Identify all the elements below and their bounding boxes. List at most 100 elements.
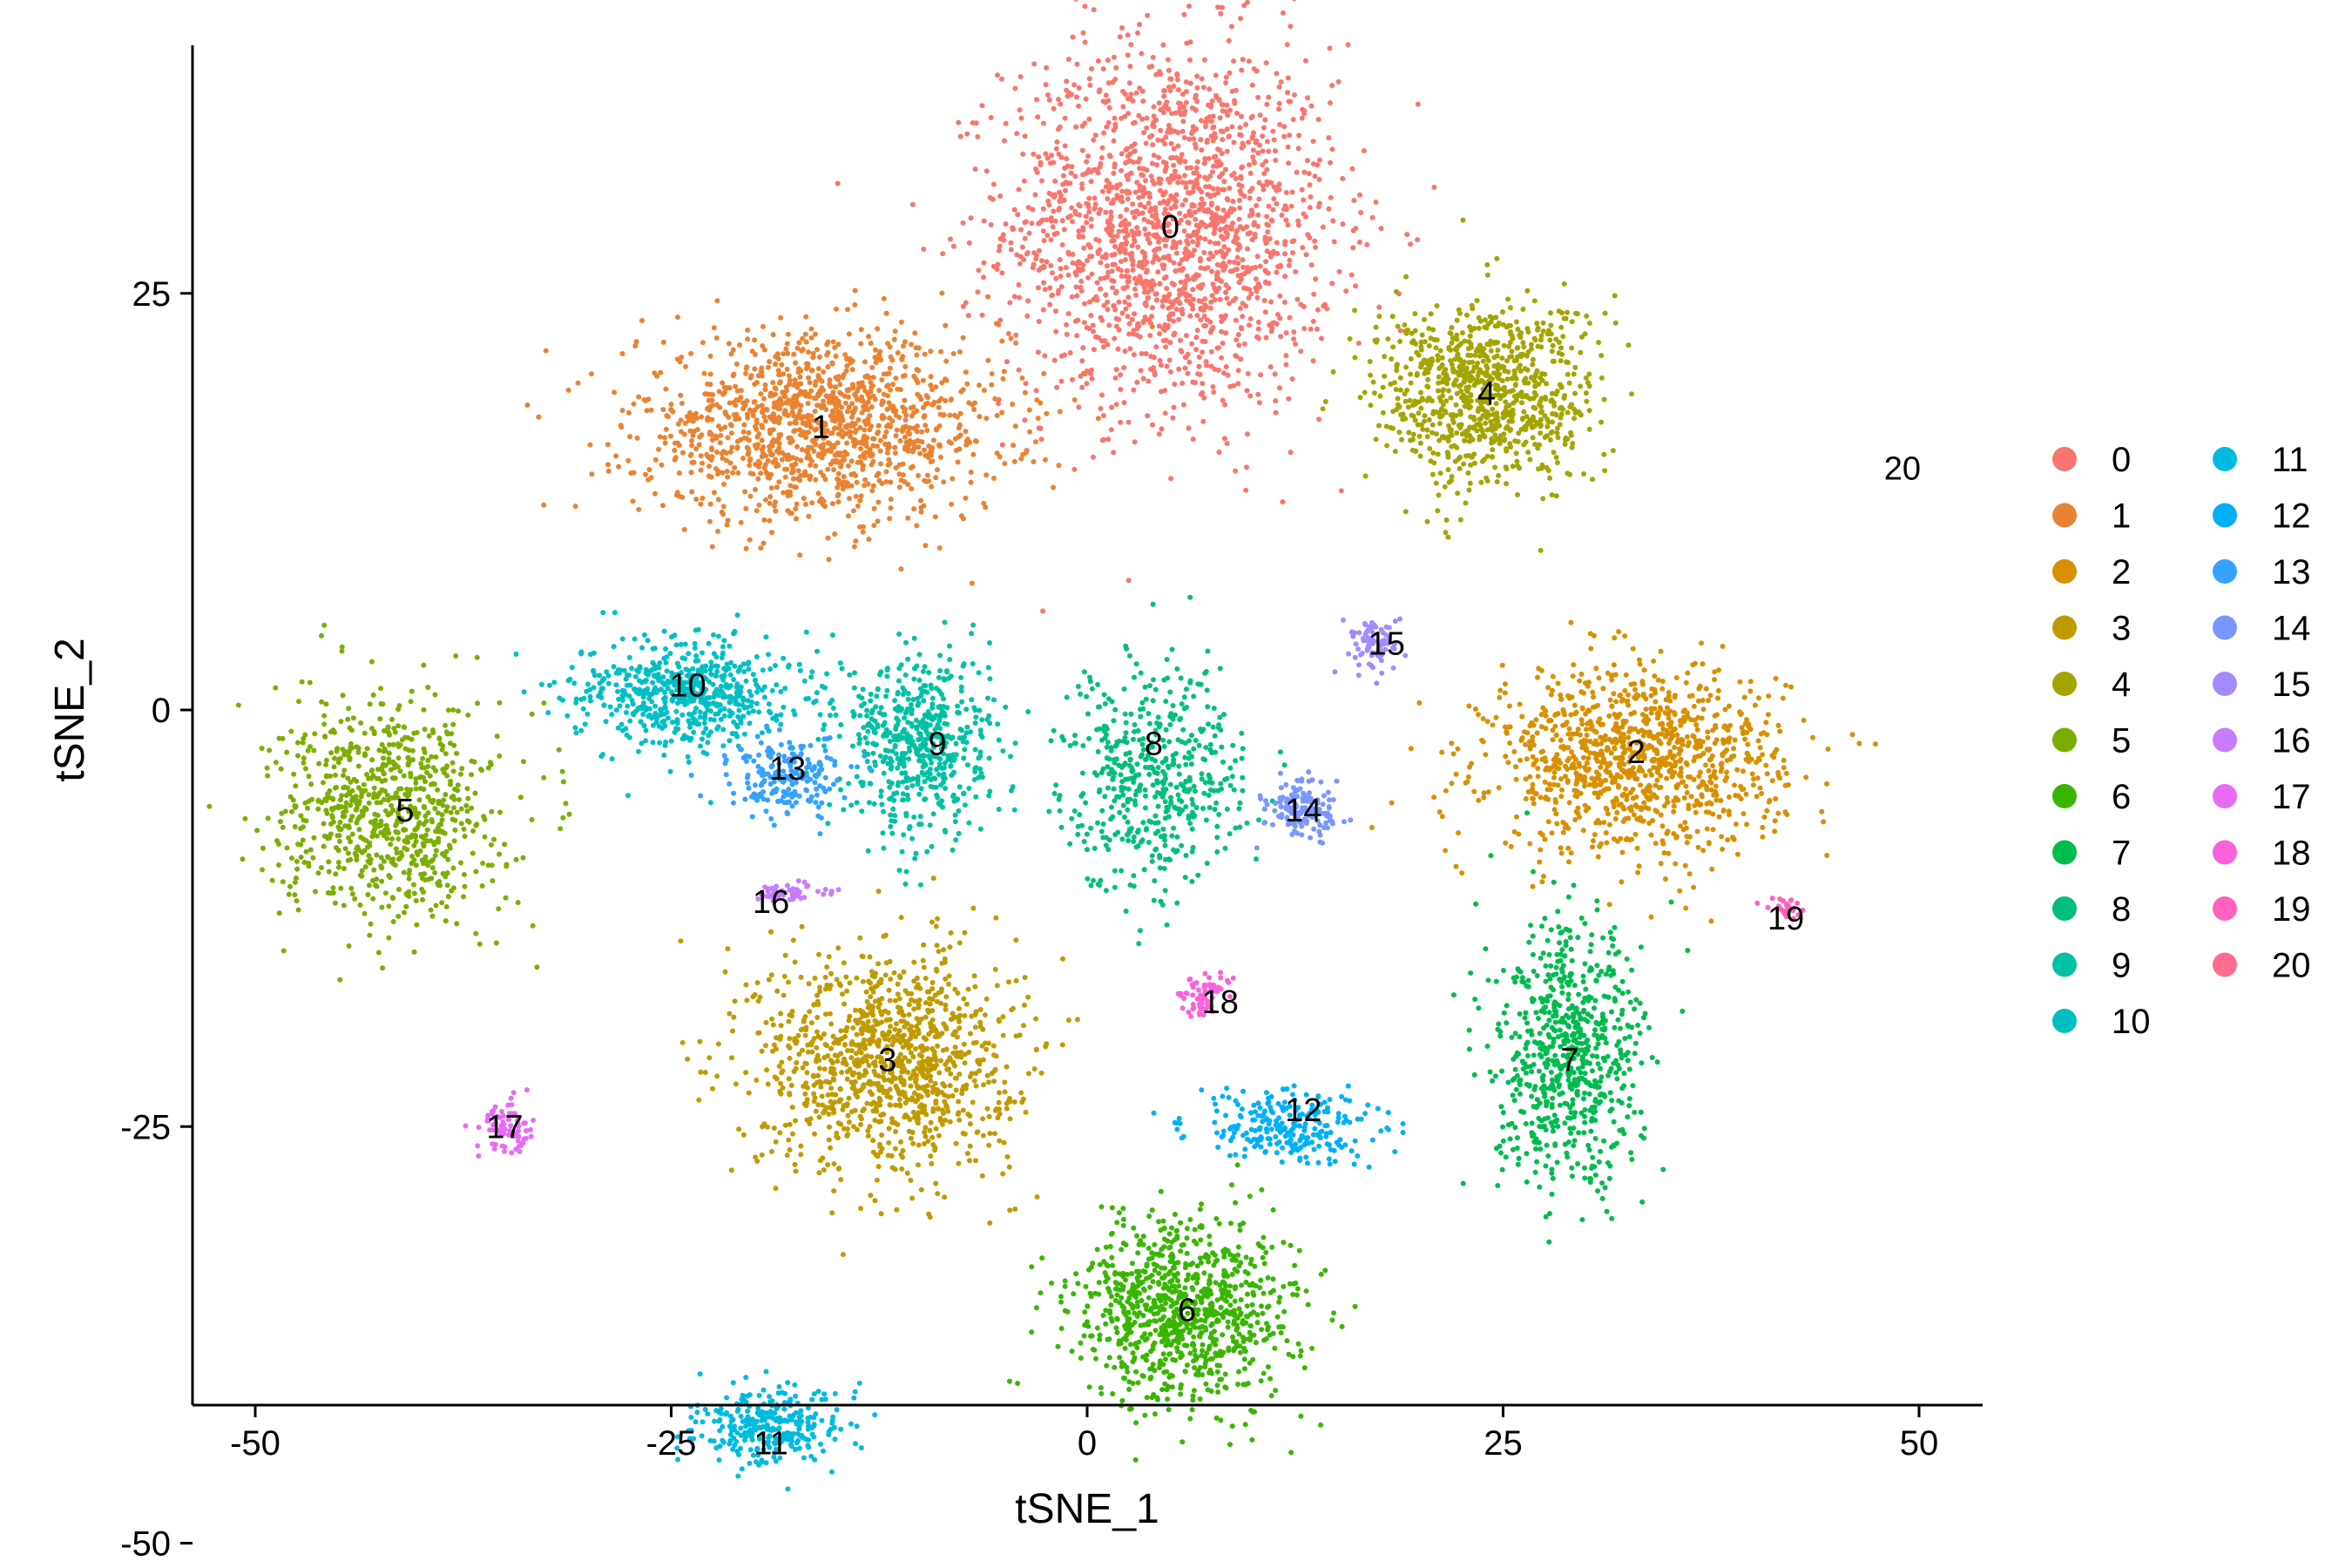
point bbox=[1121, 365, 1127, 371]
point bbox=[768, 929, 774, 935]
point bbox=[1672, 745, 1678, 750]
point bbox=[1167, 340, 1173, 346]
point bbox=[1105, 436, 1112, 443]
point bbox=[1821, 819, 1827, 825]
point bbox=[1176, 287, 1182, 294]
point bbox=[943, 1026, 950, 1032]
point bbox=[1706, 747, 1712, 754]
point bbox=[1031, 61, 1037, 67]
point bbox=[1295, 222, 1301, 228]
point bbox=[890, 405, 896, 411]
point bbox=[1636, 863, 1642, 869]
point bbox=[1076, 404, 1082, 410]
point bbox=[1114, 233, 1120, 239]
point bbox=[952, 986, 958, 992]
point bbox=[1071, 466, 1078, 472]
point bbox=[1285, 144, 1291, 150]
point bbox=[875, 443, 881, 449]
point bbox=[1157, 357, 1163, 363]
point bbox=[663, 426, 669, 432]
point bbox=[1726, 739, 1732, 745]
point bbox=[714, 1073, 720, 1079]
point bbox=[1054, 139, 1060, 145]
point bbox=[1538, 830, 1544, 836]
point bbox=[1125, 314, 1131, 320]
point bbox=[1168, 140, 1174, 146]
point bbox=[1606, 713, 1612, 719]
point bbox=[1124, 188, 1129, 194]
point bbox=[1533, 757, 1539, 763]
point bbox=[917, 450, 923, 456]
point bbox=[961, 1041, 967, 1047]
point bbox=[956, 446, 963, 452]
point bbox=[975, 289, 981, 295]
point bbox=[1070, 376, 1075, 382]
point bbox=[1565, 767, 1571, 772]
point bbox=[1355, 341, 1362, 346]
point bbox=[1051, 105, 1057, 112]
point bbox=[1378, 226, 1384, 232]
point bbox=[1193, 177, 1200, 183]
point bbox=[1245, 431, 1250, 437]
point bbox=[892, 1120, 898, 1125]
point bbox=[1194, 84, 1200, 91]
point bbox=[1108, 213, 1114, 220]
point bbox=[1169, 245, 1175, 251]
point bbox=[1210, 186, 1216, 192]
point bbox=[989, 371, 995, 376]
point bbox=[1168, 111, 1174, 117]
point bbox=[1084, 325, 1090, 331]
point bbox=[753, 1154, 759, 1160]
point bbox=[1239, 165, 1245, 171]
point bbox=[1006, 1164, 1012, 1170]
point bbox=[1247, 393, 1254, 399]
point bbox=[1015, 212, 1021, 218]
point bbox=[1198, 220, 1204, 226]
point bbox=[1705, 729, 1711, 735]
point bbox=[1746, 721, 1752, 727]
point bbox=[1612, 816, 1619, 821]
point bbox=[919, 1053, 925, 1059]
point bbox=[1357, 192, 1362, 198]
point bbox=[1742, 736, 1748, 742]
point bbox=[994, 983, 1000, 989]
point bbox=[1095, 248, 1101, 254]
point bbox=[1147, 333, 1153, 339]
point bbox=[756, 502, 762, 508]
point bbox=[1607, 697, 1613, 703]
point bbox=[1203, 119, 1208, 125]
point bbox=[1106, 152, 1112, 159]
point bbox=[1191, 170, 1197, 176]
point bbox=[1099, 188, 1105, 194]
point bbox=[1221, 370, 1227, 376]
point bbox=[1507, 740, 1513, 747]
point bbox=[1471, 788, 1477, 794]
point bbox=[1240, 57, 1246, 63]
point bbox=[754, 417, 760, 423]
point bbox=[1161, 105, 1167, 111]
point bbox=[1298, 348, 1304, 355]
point bbox=[1113, 315, 1119, 321]
point bbox=[1016, 282, 1022, 287]
point bbox=[657, 434, 663, 440]
point bbox=[1273, 158, 1279, 163]
point bbox=[1160, 254, 1166, 260]
point bbox=[1051, 484, 1057, 490]
point bbox=[1119, 220, 1125, 226]
point bbox=[694, 427, 700, 432]
point bbox=[863, 443, 869, 449]
point bbox=[1162, 141, 1168, 147]
point bbox=[1274, 321, 1280, 327]
point bbox=[1611, 662, 1617, 668]
point bbox=[1239, 113, 1244, 119]
point bbox=[1220, 341, 1226, 346]
point bbox=[1100, 66, 1106, 72]
point bbox=[1253, 276, 1259, 282]
point bbox=[781, 973, 787, 979]
point bbox=[1132, 189, 1139, 195]
point bbox=[1659, 823, 1666, 829]
point bbox=[769, 451, 775, 457]
point bbox=[1578, 739, 1584, 745]
point bbox=[1255, 94, 1261, 100]
point bbox=[896, 484, 902, 490]
